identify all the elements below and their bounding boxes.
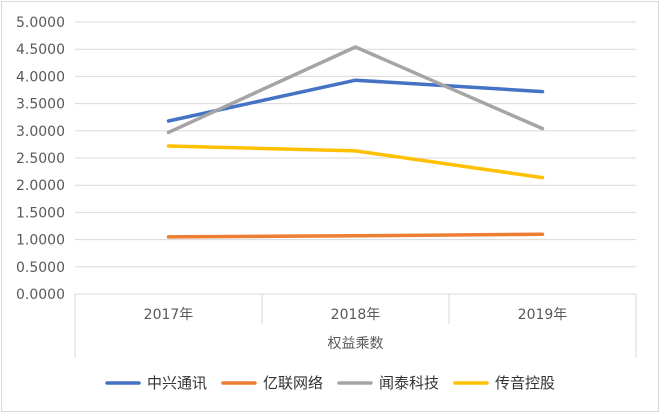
x-tick-label: 2019年	[518, 307, 568, 323]
y-tick-label: 2.0000	[16, 178, 65, 194]
y-tick-label: 0.0000	[16, 287, 65, 303]
y-axis-ticks: 0.0000 0.5000 1.0000 1.5000 2.0000 2.5000 3.00…	[16, 15, 65, 303]
y-tick-label: 1.0000	[16, 233, 65, 249]
grid-lines	[75, 21, 636, 295]
legend-label: 传音控股	[495, 374, 555, 392]
axes	[74, 294, 637, 358]
x-tick-label: 2018年	[331, 307, 381, 323]
y-tick-label: 4.0000	[16, 69, 65, 85]
y-tick-label: 5.0000	[16, 15, 65, 31]
legend: 中兴通讯 亿联网络 闻泰科技 传音控股	[105, 374, 555, 392]
x-axis-ticks: 2017年 2018年 2019年	[144, 307, 568, 323]
x-tick-label: 2017年	[144, 307, 194, 323]
x-axis-title: 权益乘数	[328, 336, 384, 352]
y-tick-label: 3.0000	[16, 124, 65, 140]
legend-label: 亿联网络	[263, 374, 323, 392]
series-line-3	[166, 45, 545, 135]
series-line-4	[166, 144, 545, 180]
y-tick-label: 0.5000	[16, 260, 65, 276]
legend-label: 闻泰科技	[379, 374, 439, 392]
series-lines	[166, 45, 545, 239]
series-line-2	[166, 232, 545, 239]
y-tick-label: 4.5000	[16, 42, 65, 58]
y-tick-label: 2.5000	[16, 151, 65, 167]
legend-label: 中兴通讯	[147, 374, 207, 392]
y-tick-label: 1.5000	[16, 205, 65, 221]
series-line-1	[166, 78, 545, 123]
y-tick-label: 3.5000	[16, 97, 65, 113]
